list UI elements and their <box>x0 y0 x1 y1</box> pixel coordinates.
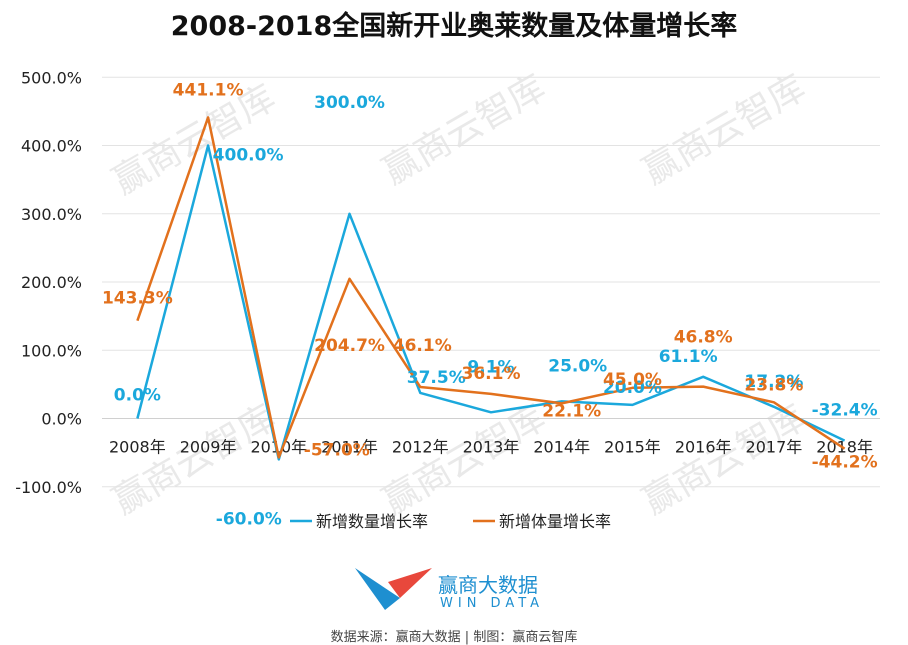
x-tick-label: 2018年 <box>816 438 873 457</box>
data-label: 9.1% <box>467 357 514 377</box>
x-tick-label: 2017年 <box>746 438 803 457</box>
y-axis-labels: 500.0% 400.0% 300.0% 200.0% 100.0% 0.0% -100.0… <box>15 68 82 497</box>
data-label: 441.1% <box>173 80 244 100</box>
watermark-3: 赢商云智库 <box>106 397 282 523</box>
data-label: 300.0% <box>314 93 385 113</box>
data-label: 37.5% <box>407 368 466 388</box>
x-tick-label: 2014年 <box>533 438 590 457</box>
y-tick-label: 200.0% <box>21 273 82 292</box>
series-line-0 <box>136 144 846 461</box>
data-label: 23.8% <box>744 375 803 395</box>
x-tick-label: 2012年 <box>392 438 449 457</box>
y-tick-label: 0.0% <box>41 410 82 429</box>
legend: 新增数量增长率 新增体量增长率 <box>290 512 611 531</box>
x-tick-label: 2010年 <box>250 438 307 457</box>
data-label: 0.0% <box>114 386 161 406</box>
data-label: 22.1% <box>542 401 601 421</box>
logo-mark-red <box>388 568 432 598</box>
source-note: 数据来源：赢商大数据 | 制图：赢商云智库 <box>330 630 578 645</box>
legend-label: 新增体量增长率 <box>499 512 611 531</box>
logo-mark-blue <box>355 568 400 610</box>
y-tick-label: 300.0% <box>21 205 82 224</box>
data-label: 61.1% <box>659 347 718 367</box>
data-label: 400.0% <box>213 146 284 166</box>
data-label: 143.3% <box>102 289 173 309</box>
logo-name: 赢商大数据 <box>438 573 538 597</box>
data-label: 20.0% <box>603 378 662 398</box>
series-lines <box>136 116 846 461</box>
x-tick-label: 2013年 <box>463 438 520 457</box>
watermark-2: 赢商云智库 <box>636 67 812 193</box>
logo-subtitle: WIN DATA <box>440 596 545 611</box>
data-label: 45.0% <box>603 370 662 390</box>
data-label: 36.1% <box>462 364 521 384</box>
data-label: -44.2% <box>812 453 878 473</box>
legend-label: 新增数量增长率 <box>316 512 428 531</box>
x-axis-labels: 2008年 2009年 2010年 2011年 2012年 2013年 2014年 2015年… <box>109 438 873 457</box>
gridlines <box>102 76 880 488</box>
x-tick-label: 2009年 <box>180 438 237 457</box>
chart-title: 2008-2018全国新开业奥莱数量及体量增长率 <box>170 11 738 42</box>
y-tick-label: -100.0% <box>15 478 82 497</box>
x-tick-label: 2016年 <box>675 438 732 457</box>
watermark-5: 赢商云智库 <box>636 397 812 523</box>
series-line-1 <box>136 116 846 459</box>
data-label: -57.0% <box>304 440 370 460</box>
watermark-1: 赢商云智库 <box>376 67 552 193</box>
x-tick-label: 2011年 <box>321 438 378 457</box>
y-tick-label: 400.0% <box>21 137 82 156</box>
x-tick-label: 2008年 <box>109 438 166 457</box>
y-tick-label: 500.0% <box>21 68 82 87</box>
data-label: -60.0% <box>216 509 282 529</box>
data-labels: 0.0% 400.0% -60.0% 300.0% 37.5%9.1% 25.0%20.0… <box>102 80 878 529</box>
y-tick-label: 100.0% <box>21 341 82 360</box>
data-label: 46.8% <box>674 328 733 348</box>
data-label: 204.7% <box>314 336 385 356</box>
logo-icon <box>355 568 432 610</box>
data-label: 17.2% <box>744 372 803 392</box>
x-tick-label: 2015年 <box>604 438 661 457</box>
data-label: 25.0% <box>548 356 607 376</box>
data-label: 46.1% <box>393 336 452 356</box>
watermark-4: 赢商云智库 <box>376 397 552 523</box>
data-label: -32.4% <box>812 401 878 421</box>
